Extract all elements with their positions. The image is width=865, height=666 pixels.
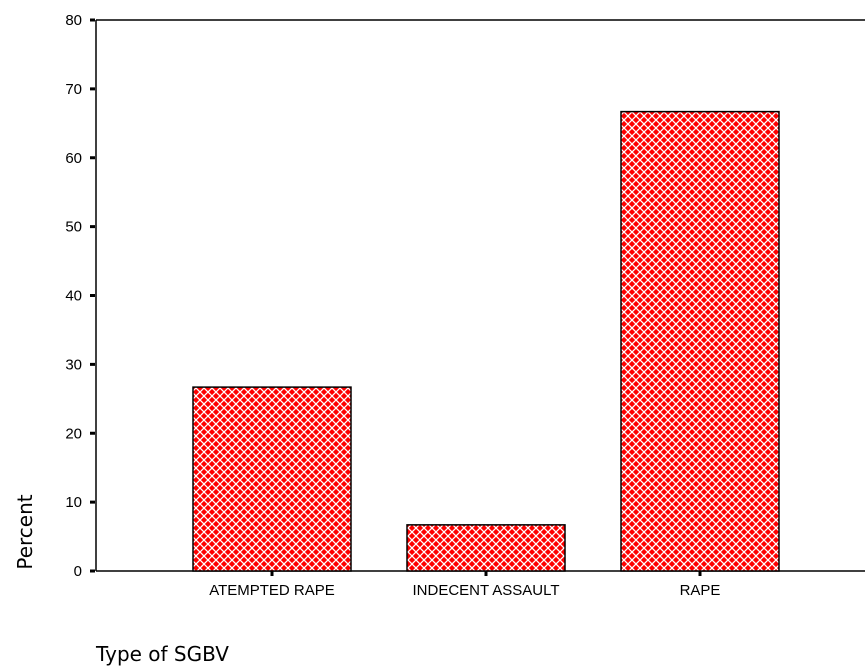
x-axis-title: Type of SGBV	[95, 642, 229, 666]
bar	[192, 386, 352, 572]
x-tick-label: INDECENT ASSAULT	[413, 582, 560, 599]
x-tick-label: ATEMPTED RAPE	[209, 582, 335, 599]
y-axis-title: Percent	[13, 494, 37, 569]
x-axis-ticks: ATEMPTED RAPE INDECENT ASSAULT RAPE	[209, 571, 720, 599]
y-tick-label: 60	[65, 150, 82, 167]
y-tick-label: 80	[65, 12, 82, 29]
y-tick-mark	[90, 500, 95, 504]
y-tick-mark	[90, 362, 95, 366]
y-tick-mark	[90, 294, 95, 297]
x-tick-label: RAPE	[680, 582, 721, 599]
y-tick-mark	[90, 225, 95, 229]
y-tick-label: 10	[65, 494, 82, 511]
y-tick-mark	[90, 431, 95, 435]
y-tick-label: 30	[65, 356, 82, 373]
y-tick-label: 20	[65, 425, 82, 442]
y-tick-mark	[90, 156, 95, 160]
y-tick-mark	[90, 87, 95, 91]
y-tick-mark	[90, 569, 95, 573]
x-tick-mark	[698, 571, 702, 576]
bars	[192, 110, 780, 572]
y-tick-label: 70	[65, 81, 82, 98]
y-tick-label: 50	[65, 219, 82, 236]
y-axis-ticks: 0 10 20 30 40 50 60 70 80	[65, 12, 95, 580]
bar	[620, 110, 780, 572]
x-tick-mark	[484, 571, 488, 576]
y-tick-label: 0	[74, 563, 82, 580]
x-tick-mark	[270, 571, 274, 576]
y-tick-mark	[90, 18, 95, 22]
bar	[406, 524, 566, 572]
y-tick-label: 40	[65, 288, 82, 305]
